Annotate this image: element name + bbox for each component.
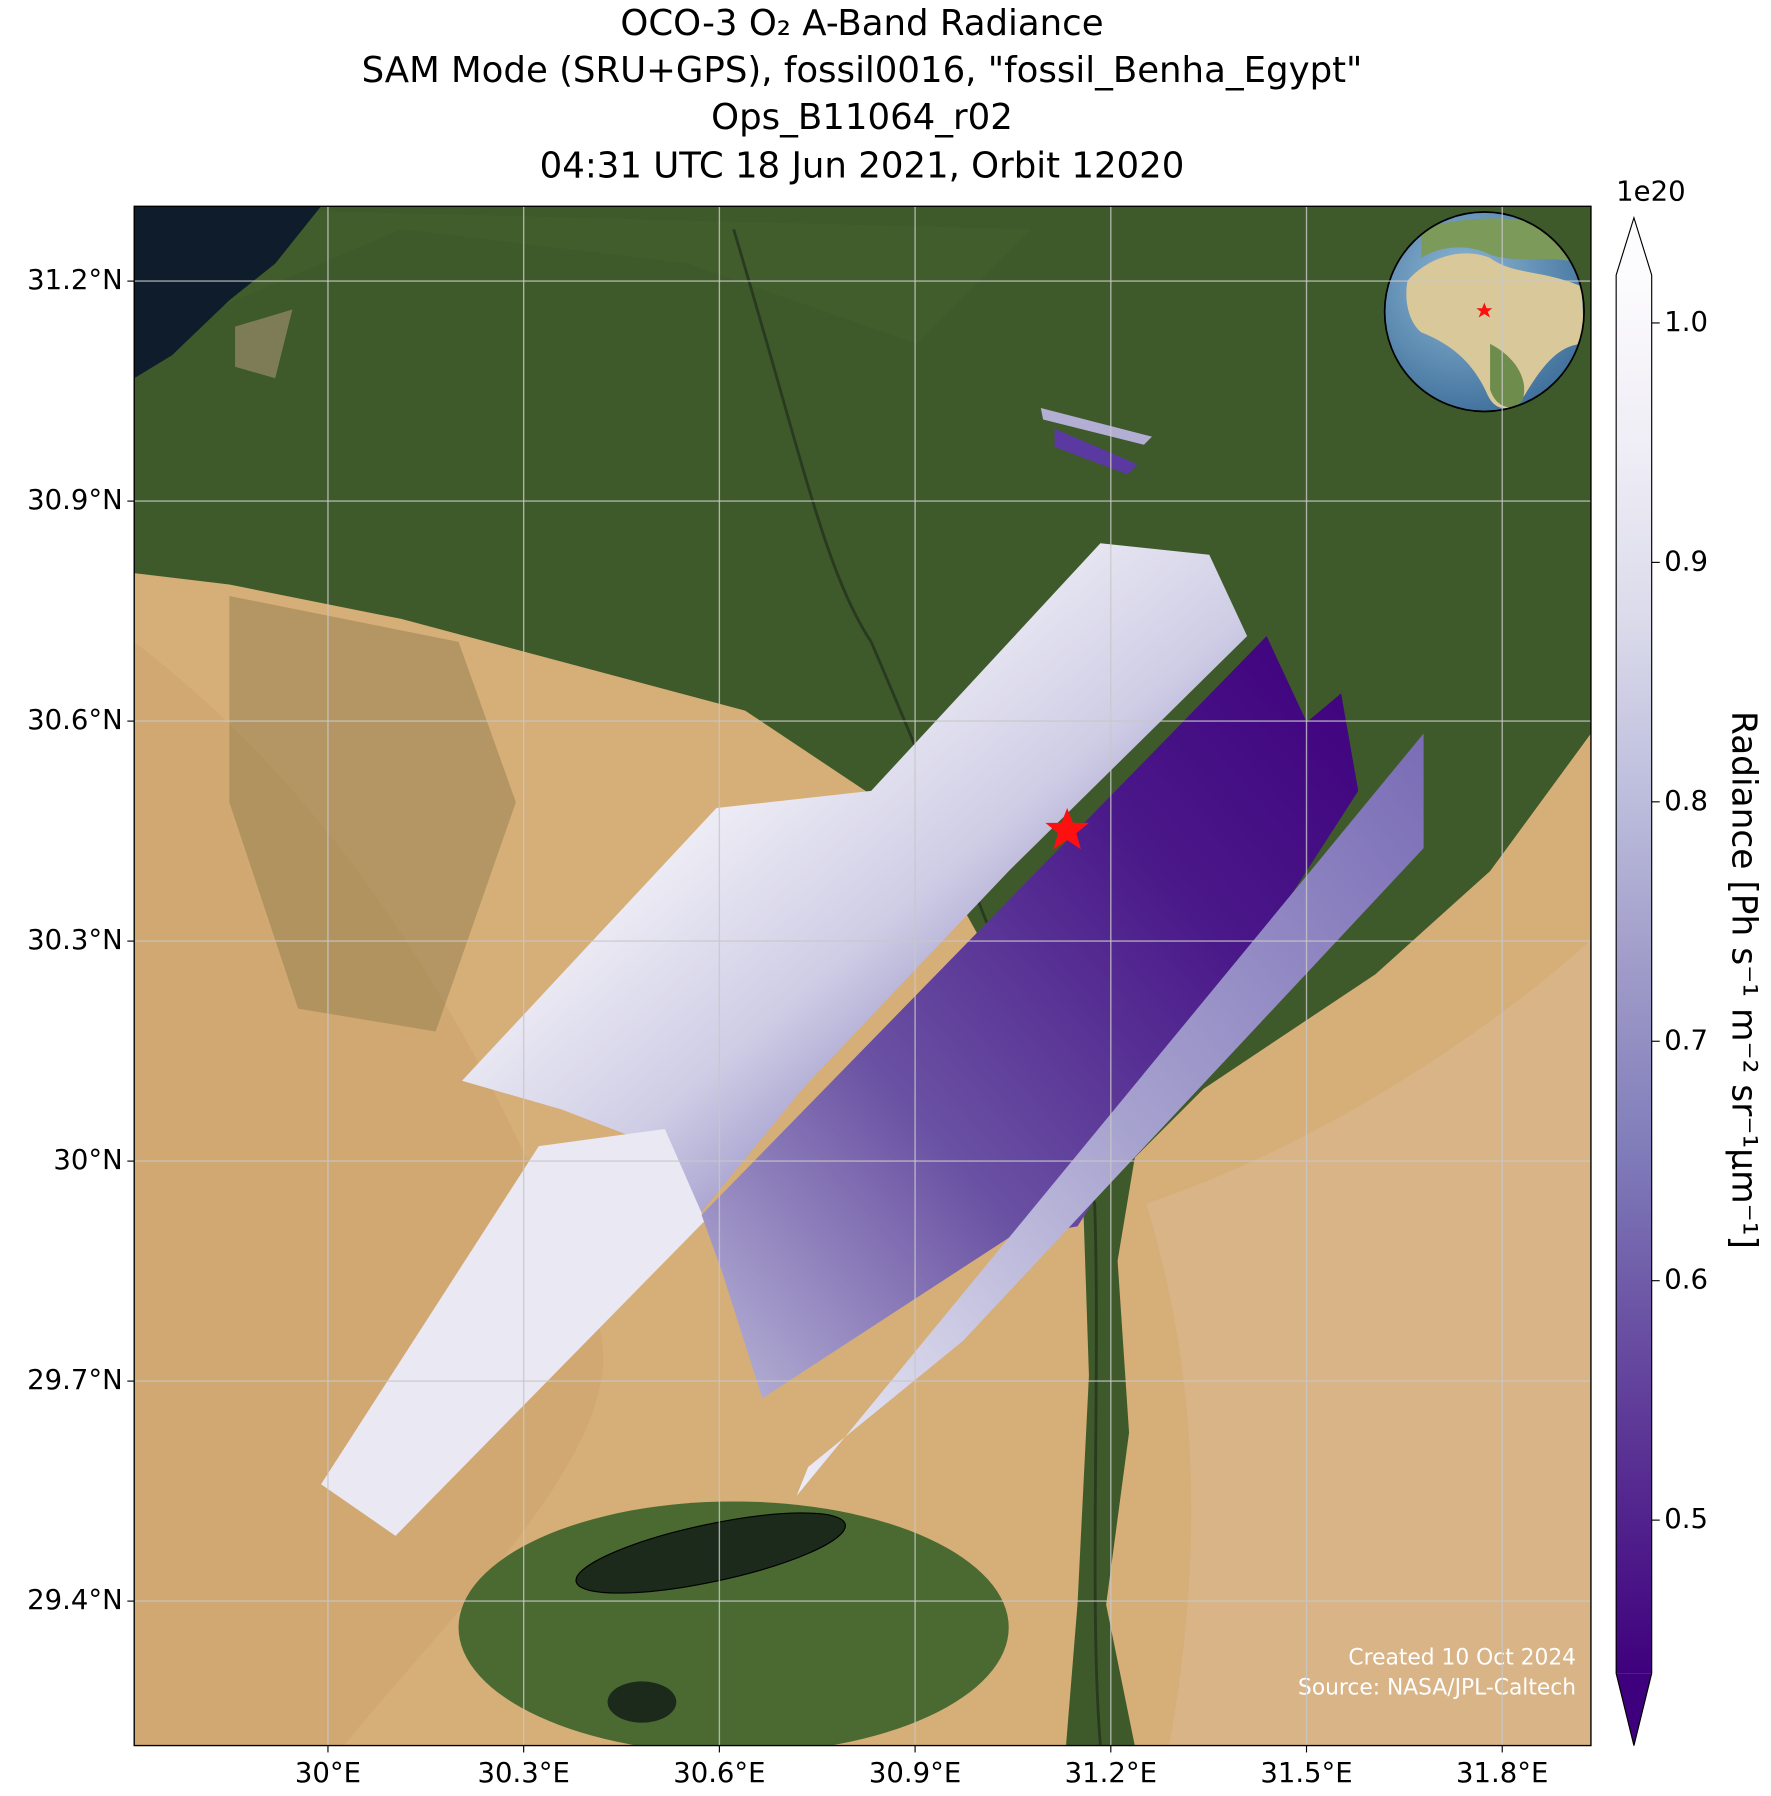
colorbar-tick-label: 0.8 xyxy=(1664,785,1708,817)
y-tick-label: 30.9°N xyxy=(27,484,123,516)
credit: Created 10 Oct 2024 xyxy=(1348,1645,1576,1670)
map-frame xyxy=(133,205,1592,1747)
colorbar-extend-low xyxy=(1616,1673,1652,1746)
basemap xyxy=(134,206,1591,1746)
y-tick-label: 29.7°N xyxy=(27,1364,123,1396)
title-line: OCO-3 O₂ A-Band Radiance xyxy=(620,3,1103,44)
y-tick-label: 29.4°N xyxy=(27,1584,123,1616)
x-tick-label: 30.9°E xyxy=(869,1757,961,1789)
colorbar-label: Radiance [Ph s⁻¹ m⁻² sr⁻¹μm⁻¹] xyxy=(1724,711,1764,1249)
x-tick-label: 31.2°E xyxy=(1065,1757,1157,1789)
colorbar-tick-label: 0.6 xyxy=(1664,1264,1708,1296)
colorbar xyxy=(1616,275,1652,1674)
y-tick-label: 30°N xyxy=(53,1144,122,1176)
credit: Source: NASA/JPL-Caltech xyxy=(1298,1675,1576,1700)
y-tick-label: 30.3°N xyxy=(27,924,123,956)
x-tick-label: 30.6°E xyxy=(673,1757,765,1789)
globe-inset xyxy=(1383,211,1585,413)
colorbar-outline xyxy=(1615,215,1653,1746)
colorbar-extend-high xyxy=(1616,217,1652,276)
title-line: Ops_B11064_r02 xyxy=(711,97,1013,138)
colorbar-offset: 1e20 xyxy=(1616,176,1685,208)
colorbar-tick-label: 0.7 xyxy=(1664,1024,1708,1056)
x-tick-label: 30.3°E xyxy=(477,1757,569,1789)
x-tick-label: 30°E xyxy=(295,1757,361,1789)
colorbar-tick-label: 0.9 xyxy=(1664,545,1708,577)
colorbar-tick-label: 1.0 xyxy=(1664,306,1708,338)
y-tick-label: 30.6°N xyxy=(27,704,123,736)
colorbar-tick-label: 0.5 xyxy=(1664,1503,1708,1535)
title-line: 04:31 UTC 18 Jun 2021, Orbit 12020 xyxy=(540,145,1185,186)
y-tick-label: 31.2°N xyxy=(27,264,123,296)
x-tick-label: 31.8°E xyxy=(1456,1757,1548,1789)
x-tick-label: 31.5°E xyxy=(1260,1757,1352,1789)
target-marker xyxy=(1045,808,1089,850)
title-line: SAM Mode (SRU+GPS), fossil0016, "fossil_… xyxy=(362,50,1363,91)
